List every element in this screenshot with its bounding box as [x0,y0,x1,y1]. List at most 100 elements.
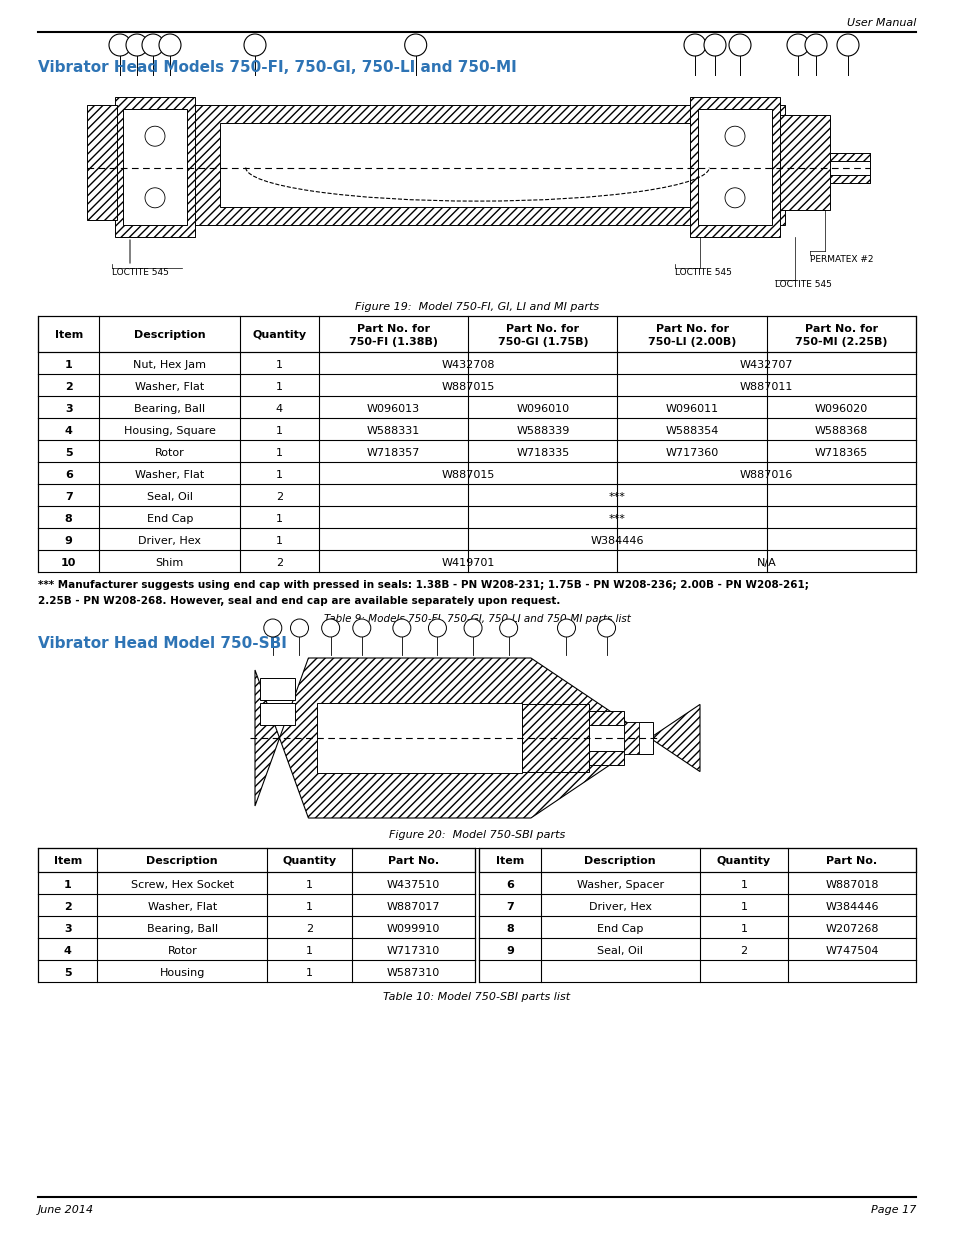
Text: 1: 1 [306,881,313,890]
Circle shape [428,619,446,637]
Text: 1: 1 [275,382,283,391]
Text: Description: Description [584,856,656,866]
Circle shape [728,35,750,56]
Text: Part No. for: Part No. for [655,324,728,333]
Text: N/A: N/A [756,558,776,568]
Text: W384446: W384446 [590,536,643,546]
Circle shape [353,619,371,637]
Bar [38,848,475,872]
Text: 1: 1 [306,902,313,911]
Bar [521,704,588,772]
Text: W384446: W384446 [824,902,878,911]
Circle shape [404,35,426,56]
Text: 5: 5 [64,968,71,978]
Text: 1: 1 [306,946,313,956]
Text: W588354: W588354 [665,426,718,436]
Text: 10: 10 [61,558,76,568]
Text: Screw, Hex Socket: Screw, Hex Socket [131,881,233,890]
Circle shape [126,35,148,56]
Bar [38,316,915,352]
Text: W099910: W099910 [386,924,439,934]
Text: 750-MI (2.25B): 750-MI (2.25B) [794,337,886,347]
Bar [317,703,521,773]
Text: Part No. for: Part No. for [804,324,877,333]
Bar [588,725,623,751]
Circle shape [499,619,517,637]
Text: *** Manufacturer suggests using end cap with pressed in seals: 1.38B - PN W208-2: *** Manufacturer suggests using end cap … [38,580,808,590]
Text: 6: 6 [737,41,742,49]
Text: 3: 3 [435,624,439,632]
Bar [220,124,734,207]
Circle shape [145,126,165,146]
Circle shape [291,619,308,637]
Text: June 2014: June 2014 [38,1205,94,1215]
Text: Item: Item [54,330,83,340]
Text: Page 17: Page 17 [870,1205,915,1215]
Circle shape [463,619,481,637]
Text: 1: 1 [306,968,313,978]
Text: W587310: W587310 [387,968,439,978]
Text: 750-LI (2.00B): 750-LI (2.00B) [647,337,736,347]
Text: Item: Item [53,856,82,866]
Text: 1: 1 [740,924,746,934]
Text: 3: 3 [65,404,72,414]
Text: Shim: Shim [155,558,184,568]
Text: W588331: W588331 [367,426,419,436]
Text: Housing, Square: Housing, Square [124,426,215,436]
Circle shape [264,619,281,637]
Bar [780,115,829,210]
Text: Description: Description [147,856,218,866]
Text: W717360: W717360 [665,448,718,458]
Text: ***: *** [608,492,625,501]
Text: Washer, Flat: Washer, Flat [135,382,204,391]
Text: W887018: W887018 [824,881,878,890]
Text: Figure 20:  Model 750-SBI parts: Figure 20: Model 750-SBI parts [389,830,564,840]
Text: Part No.: Part No. [825,856,877,866]
Text: Figure 19:  Model 750-FI, GI, LI and MI parts: Figure 19: Model 750-FI, GI, LI and MI p… [355,303,598,312]
Text: 8: 8 [563,624,569,632]
Bar [623,722,653,755]
Text: W096011: W096011 [665,404,718,414]
Text: 10: 10 [147,41,158,49]
Text: Rotor: Rotor [154,448,184,458]
Text: Table 10: Model 750-SBI parts list: Table 10: Model 750-SBI parts list [383,992,570,1002]
Circle shape [683,35,705,56]
Circle shape [159,35,181,56]
Text: 5: 5 [398,624,404,632]
Bar [829,152,869,183]
Text: 1: 1 [275,426,283,436]
Text: 2: 2 [296,624,302,632]
Text: Table 9: Models 750-FI, 750-GI, 750-LI and 750-MI parts list: Table 9: Models 750-FI, 750-GI, 750-LI a… [323,614,630,624]
Polygon shape [254,658,700,818]
Text: Seal, Oil: Seal, Oil [147,492,193,501]
Text: 9: 9 [603,624,609,632]
Text: 9: 9 [505,946,514,956]
Circle shape [597,619,615,637]
Text: LOCTITE 545: LOCTITE 545 [675,268,731,277]
Text: 2: 2 [65,382,72,391]
Text: 7: 7 [505,902,514,911]
Text: 1: 1 [275,471,283,480]
Text: 2: 2 [275,492,283,501]
Text: Item: Item [496,856,523,866]
Bar [170,105,784,225]
Text: W588368: W588368 [814,426,867,436]
Text: W887015: W887015 [441,382,495,391]
Text: Description: Description [133,330,205,340]
Text: ***: *** [608,514,625,524]
Text: 1: 1 [740,881,746,890]
Bar [698,109,771,225]
Text: 2: 2 [306,924,313,934]
Text: 3: 3 [328,624,333,632]
Text: W437510: W437510 [387,881,439,890]
Text: Bearing, Ball: Bearing, Ball [134,404,205,414]
Text: W887011: W887011 [740,382,793,391]
Text: W096020: W096020 [814,404,867,414]
Text: 1: 1 [64,881,71,890]
Bar [829,152,869,183]
Text: Part No. for: Part No. for [356,324,430,333]
Bar [123,109,187,225]
Text: 1: 1 [275,359,283,370]
Text: 7: 7 [505,624,511,632]
Text: Part No.: Part No. [388,856,438,866]
